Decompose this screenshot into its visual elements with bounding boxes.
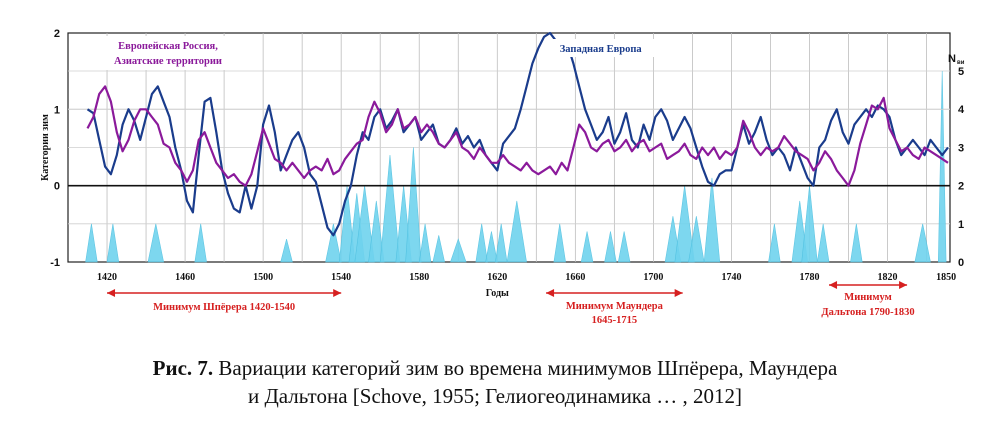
x-tick-label: 1820	[878, 272, 898, 283]
x-tick-label: 1780	[800, 272, 820, 283]
area-peak	[432, 235, 445, 263]
series-label-box	[90, 36, 246, 70]
area-peak	[801, 185, 818, 263]
series-line-europe_russia	[86, 85, 949, 187]
area-peak	[580, 231, 594, 263]
area-peak	[418, 223, 432, 263]
y-tick-label: 0	[54, 181, 60, 193]
area-peak	[937, 70, 947, 263]
chart: 2 1 0 -1 5 4 3 2 1 0 N ви 1420 1460 1500 1540 1580 1620 16…	[40, 28, 965, 326]
series-line-western_europe	[86, 31, 949, 237]
sporer-arrow-arrowhead-left	[107, 289, 116, 297]
area-peak	[354, 185, 375, 263]
area-peak	[617, 231, 631, 263]
y-tick-label: -1	[50, 257, 60, 269]
x-tick-label: 1580	[409, 272, 429, 283]
area-peak	[325, 223, 342, 263]
area-peak	[485, 231, 498, 263]
maunder-arrow-arrowhead-right	[674, 289, 683, 297]
sporer-arrow-arrowhead-right	[333, 289, 342, 297]
y2-tick-label: 4	[958, 104, 965, 116]
x-tick-label: 1420	[97, 272, 117, 283]
area-peak	[494, 223, 508, 263]
area-peak	[280, 239, 293, 263]
x-tick-label: 1740	[721, 272, 741, 283]
figure-number: Рис. 7.	[152, 356, 214, 380]
area-peak	[768, 223, 781, 263]
x-axis-label: Годы	[486, 288, 509, 299]
y-tick-label: 2	[54, 28, 60, 40]
y2-tick-label: 1	[958, 219, 964, 231]
x-tick-label: 1500	[253, 272, 273, 283]
dalton-label-2: Дальтона 1790-1830	[821, 307, 914, 318]
maunder-arrow-arrowhead-left	[546, 289, 555, 297]
y-axis-label: Категории зим	[40, 114, 51, 181]
x-tick-label: 1540	[331, 272, 351, 283]
area-peak	[703, 177, 721, 263]
area-peak	[553, 223, 566, 263]
sporer-label: Минимум Шпёрера 1420-1540	[153, 302, 295, 313]
area-peak	[506, 200, 527, 263]
y2-tick-label: 0	[958, 257, 964, 269]
area-peak	[194, 223, 207, 263]
dalton-label-1: Минимум	[844, 292, 891, 303]
maunder-label-1: Минимум Маундера	[566, 301, 664, 312]
area-peak	[379, 155, 401, 263]
series-label-western-europe: Западная Европа	[560, 44, 643, 55]
area-peak	[674, 185, 695, 263]
series-label-box	[551, 39, 662, 57]
y2-tick-label: 2	[958, 181, 964, 193]
area-peak	[147, 223, 164, 263]
area-peak	[604, 231, 617, 263]
area-peak	[85, 223, 98, 263]
area-peak	[450, 238, 467, 263]
caption-text-1: Вариации категорий зим во времена миниму…	[213, 356, 838, 380]
area-peak	[405, 147, 422, 263]
x-tick-label: 1620	[487, 272, 507, 283]
series-label-europe-russia-2: Азиатские территории	[114, 56, 222, 67]
x-tick-label: 1460	[175, 272, 195, 283]
area-peak	[850, 223, 863, 263]
area-peak	[688, 216, 705, 263]
y2-axis-label: N	[948, 53, 956, 65]
dalton-arrow-arrowhead-right	[899, 281, 908, 289]
area-peak	[368, 200, 385, 263]
x-tick-label: 1850	[936, 272, 956, 283]
area-peak	[914, 223, 931, 263]
y2-tick-label: 3	[958, 142, 964, 154]
figure-caption-line1: Рис. 7. Вариации категорий зим во времен…	[0, 356, 990, 381]
y-tick-label: 1	[54, 104, 60, 116]
series-label-europe-russia-1: Европейская Россия,	[118, 41, 218, 52]
area-peak	[816, 223, 830, 263]
figure-caption-line2: и Дальтона [Schove, 1955; Гелиогеодинами…	[247, 384, 743, 408]
y2-axis-label-sub: ви	[957, 60, 965, 66]
maunder-label-2: 1645-1715	[592, 315, 638, 326]
y2-tick-label: 5	[958, 66, 964, 78]
area-peak	[475, 223, 488, 263]
area-peak	[106, 223, 120, 263]
dalton-arrow-arrowhead-left	[829, 281, 838, 289]
x-tick-label: 1700	[643, 272, 663, 283]
x-tick-label: 1660	[565, 272, 585, 283]
